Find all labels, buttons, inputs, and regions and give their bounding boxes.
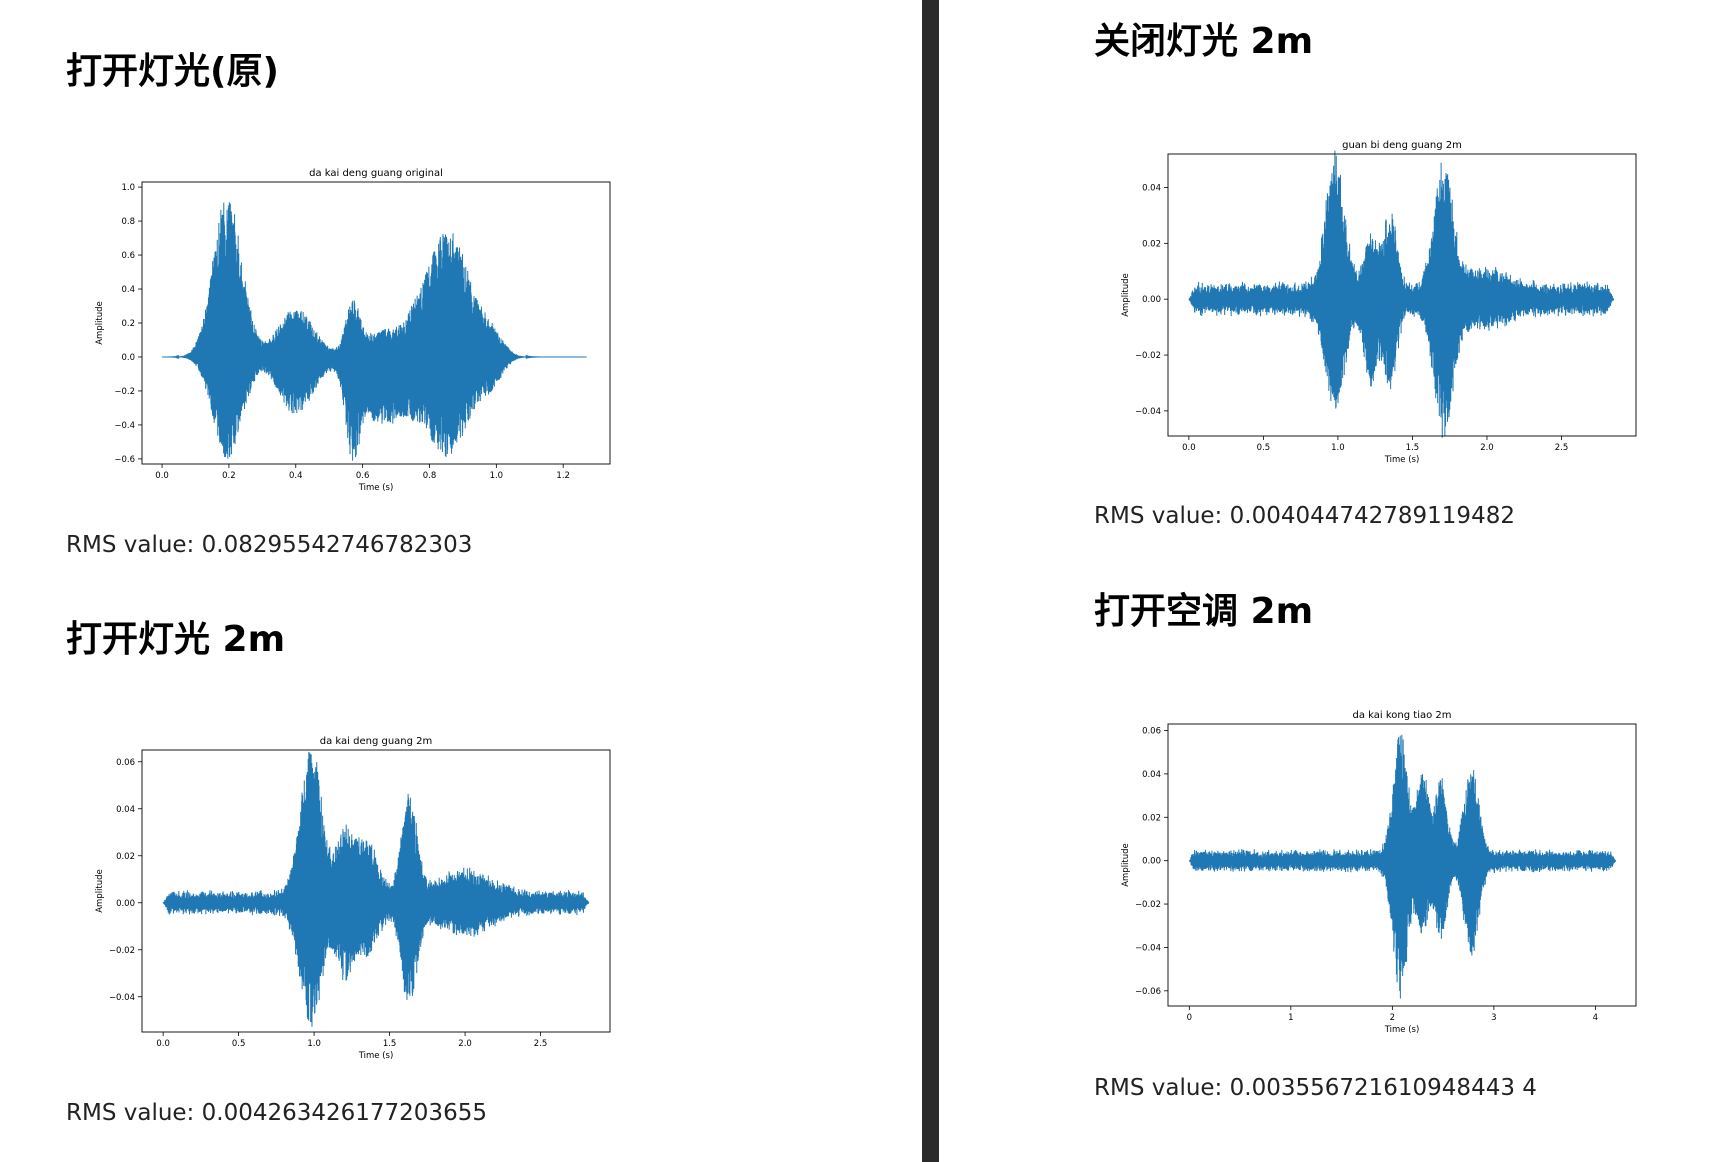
heading-open-ac-2m: 打开空调 2m <box>1094 591 1314 632</box>
heading-open-light-2m: 打开灯光 2m <box>66 619 286 660</box>
x-tick-label: 1.5 <box>1406 443 1420 453</box>
y-tick-label: −0.2 <box>114 387 135 397</box>
x-tick-label: 0 <box>1187 1013 1192 1023</box>
chart-title: da kai kong tiao 2m <box>1353 710 1452 721</box>
y-tick-label: 0.02 <box>1142 239 1161 249</box>
y-axis-label: Amplitude <box>1121 273 1131 317</box>
y-tick-label: 0.4 <box>121 285 135 295</box>
y-tick-label: −0.04 <box>1135 407 1161 417</box>
waveform-plot: guan bi deng guang 2m 0.0 0.5 1.0 1.5 2.0 2.5 −… <box>1121 140 1637 464</box>
x-tick-label: 2.0 <box>458 1039 472 1049</box>
y-tick-label: −0.4 <box>114 421 135 431</box>
x-axis-label: Time (s) <box>358 1051 394 1060</box>
x-tick-label: 2.5 <box>1555 443 1569 453</box>
x-tick-label: 0.0 <box>155 471 169 481</box>
x-tick-label: 0.0 <box>156 1039 170 1049</box>
x-tick-label: 1.2 <box>556 471 570 481</box>
x-tick-label: 0.5 <box>232 1039 246 1049</box>
plot-frame <box>1167 723 1637 1007</box>
y-tick-label: 0.04 <box>1142 770 1161 780</box>
y-tick-label: −0.04 <box>1135 943 1161 953</box>
x-tick-label: 2 <box>1390 1013 1395 1023</box>
x-tick-label: 1.0 <box>490 471 504 481</box>
chart-open-light-original: da kai deng guang original 0.0 0.2 0.4 0.6 0.… <box>90 162 630 492</box>
chart-title: da kai deng guang 2m <box>320 736 433 747</box>
x-tick-label: 2.5 <box>534 1039 548 1049</box>
y-tick-label: 0.8 <box>121 217 135 227</box>
x-tick-label: 4 <box>1593 1013 1598 1023</box>
waveform-plot: da kai deng guang original 0.0 0.2 0.4 0.6 0.… <box>95 168 611 492</box>
waveform-line <box>1188 734 1617 999</box>
y-axis-label: Amplitude <box>95 869 105 913</box>
y-tick-label: 0.06 <box>116 758 135 768</box>
waveform-plot: da kai deng guang 2m 0.0 0.5 1.0 1.5 2.0 2.5 −0… <box>95 736 611 1060</box>
x-tick-label: 2.0 <box>1480 443 1494 453</box>
waveform-line <box>162 751 590 1027</box>
y-tick-label: 0.2 <box>121 319 135 329</box>
chart-open-ac-2m: da kai kong tiao 2m 0 1 2 3 4 −0.06 −0.04 −0.02 0… <box>1116 704 1656 1034</box>
y-tick-label: 0.00 <box>1142 295 1161 305</box>
rms-open-ac-2m: RMS value: 0.003556721610948443 4 <box>1094 1075 1537 1101</box>
x-tick-label: 3 <box>1491 1013 1496 1023</box>
y-tick-label: 1.0 <box>121 183 135 193</box>
y-axis-label: Amplitude <box>1121 843 1131 887</box>
x-tick-label: 0.0 <box>1182 443 1196 453</box>
heading-open-light-original: 打开灯光(原) <box>66 51 279 92</box>
y-tick-label: 0.02 <box>116 852 135 862</box>
chart-open-light-2m: da kai deng guang 2m 0.0 0.5 1.0 1.5 2.0 2.5 −0… <box>90 730 630 1060</box>
x-tick-label: 1 <box>1288 1013 1293 1023</box>
y-tick-label: 0.0 <box>121 353 135 363</box>
y-tick-label: 0.02 <box>1142 813 1161 823</box>
waveform-line <box>162 202 587 461</box>
rms-open-light-2m: RMS value: 0.004263426177203655 <box>66 1100 487 1126</box>
y-tick-label: −0.6 <box>114 455 135 465</box>
waveform-line <box>1188 150 1615 438</box>
x-tick-label: 0.6 <box>356 471 370 481</box>
waveform-plot: da kai kong tiao 2m 0 1 2 3 4 −0.06 −0.04 −0.02 0… <box>1121 710 1637 1034</box>
y-tick-label: 0.00 <box>116 899 135 909</box>
y-tick-label: 0.04 <box>1142 184 1161 194</box>
x-tick-label: 0.5 <box>1257 443 1271 453</box>
y-tick-label: 0.04 <box>116 805 135 815</box>
y-tick-label: −0.04 <box>109 993 135 1003</box>
chart-title: da kai deng guang original <box>309 168 443 179</box>
y-tick-label: −0.02 <box>1135 900 1161 910</box>
y-tick-label: 0.06 <box>1142 727 1161 737</box>
y-tick-label: 0.6 <box>121 251 135 261</box>
plot-frame <box>1167 153 1637 437</box>
x-tick-label: 0.8 <box>423 471 437 481</box>
chart-close-light-2m: guan bi deng guang 2m 0.0 0.5 1.0 1.5 2.0 2.5 −… <box>1116 134 1656 464</box>
heading-close-light-2m: 关闭灯光 2m <box>1094 21 1314 62</box>
x-tick-label: 0.2 <box>222 471 236 481</box>
y-tick-label: 0.00 <box>1142 857 1161 867</box>
x-tick-label: 0.4 <box>289 471 303 481</box>
rms-open-light-original: RMS value: 0.08295542746782303 <box>66 532 473 558</box>
x-tick-label: 1.0 <box>1331 443 1345 453</box>
y-tick-label: −0.02 <box>109 946 135 956</box>
y-tick-label: −0.06 <box>1135 987 1161 997</box>
x-axis-label: Time (s) <box>358 483 394 492</box>
y-axis-label: Amplitude <box>95 301 105 345</box>
chart-title: guan bi deng guang 2m <box>1342 140 1462 151</box>
panel-divider <box>922 0 939 1162</box>
x-axis-label: Time (s) <box>1384 1025 1420 1034</box>
y-tick-label: −0.02 <box>1135 351 1161 361</box>
x-tick-label: 1.0 <box>307 1039 321 1049</box>
x-axis-label: Time (s) <box>1384 455 1420 464</box>
rms-close-light-2m: RMS value: 0.004044742789119482 <box>1094 503 1515 529</box>
plot-frame <box>141 749 611 1033</box>
x-tick-label: 1.5 <box>383 1039 397 1049</box>
